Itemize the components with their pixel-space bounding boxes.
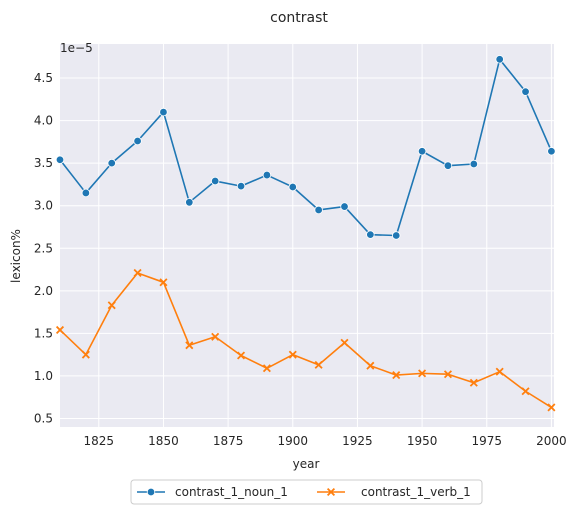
x-tick-label: 1975 — [471, 434, 502, 448]
x-axis-title: year — [293, 457, 320, 471]
series-line-1 — [59, 272, 552, 409]
data-point — [340, 202, 349, 211]
series-line-0 — [59, 58, 553, 237]
x-tick-label: 1825 — [84, 434, 115, 448]
data-point — [288, 182, 297, 192]
y-tick-label: 4.0 — [34, 114, 53, 128]
data-point — [262, 364, 271, 373]
y-tick-label: 1.0 — [34, 369, 53, 383]
legend-marker-verb — [326, 487, 336, 497]
y-tick-label: 0.5 — [34, 411, 53, 425]
data-point — [366, 361, 375, 370]
data-point — [107, 158, 116, 168]
legend-label-noun: contrast_1_noun_1 — [175, 485, 288, 499]
data-point — [417, 147, 427, 156]
data-point — [469, 159, 479, 169]
data-point — [185, 198, 194, 207]
data-point — [495, 367, 504, 376]
data-point — [81, 350, 90, 359]
grid — [60, 44, 554, 427]
data-point — [366, 230, 375, 239]
y-offset-label: 1e−5 — [60, 41, 93, 55]
data-point — [159, 107, 168, 117]
data-point — [81, 188, 91, 198]
data-point — [55, 325, 65, 335]
legend-x-marker — [326, 487, 336, 497]
data-point — [340, 338, 349, 347]
data-point — [547, 403, 556, 412]
x-tick-label: 1900 — [278, 434, 309, 448]
data-point — [55, 155, 65, 164]
data-point — [443, 161, 453, 170]
data-point — [521, 387, 530, 396]
y-tick-label: 2.5 — [34, 241, 53, 255]
data-point — [469, 378, 478, 387]
legend-box — [130, 479, 483, 505]
legend-label-verb: contrast_1_verb_1 — [361, 485, 471, 499]
data-point — [133, 136, 142, 146]
y-tick-label: 2.0 — [34, 284, 53, 298]
data-point — [288, 350, 297, 359]
data-point — [211, 332, 220, 341]
y-tick-label: 1.5 — [34, 326, 53, 340]
data-point — [418, 369, 427, 378]
y-axis-title: lexicon% — [9, 229, 23, 283]
y-tick-label: 4.5 — [34, 71, 53, 85]
data-point — [185, 341, 194, 350]
data-point — [392, 231, 401, 240]
data-point — [495, 55, 504, 64]
data-point — [133, 268, 142, 277]
x-tick-label: 1950 — [407, 434, 438, 448]
data-point — [521, 87, 530, 96]
data-point — [210, 176, 220, 186]
data-point — [159, 278, 168, 287]
x-tick-label: 2000 — [536, 434, 567, 448]
data-point — [392, 371, 401, 380]
data-point — [443, 370, 452, 379]
data-point — [107, 301, 116, 310]
data-point — [236, 181, 246, 191]
x-tick-label: 1850 — [148, 434, 179, 448]
tick-labels: 1825 1850 1875 1900 1925 1950 1975 2000 0.5 1.0 1.… — [34, 71, 567, 448]
y-tick-label: 3.5 — [34, 156, 53, 170]
x-tick-label: 1925 — [342, 434, 373, 448]
data-point — [237, 351, 246, 360]
y-tick-label: 3.0 — [34, 199, 53, 213]
chart-title: contrast — [270, 10, 328, 26]
series-layer — [55, 55, 556, 412]
data-point — [262, 170, 272, 180]
x-tick-label: 1875 — [213, 434, 244, 448]
legend-marker-noun — [146, 487, 156, 497]
plot-area — [60, 44, 554, 427]
data-point — [547, 147, 556, 156]
legend: contrast_1_noun_1 contrast_1_verb_1 — [130, 479, 483, 505]
data-point — [314, 205, 323, 215]
data-point — [314, 360, 323, 369]
